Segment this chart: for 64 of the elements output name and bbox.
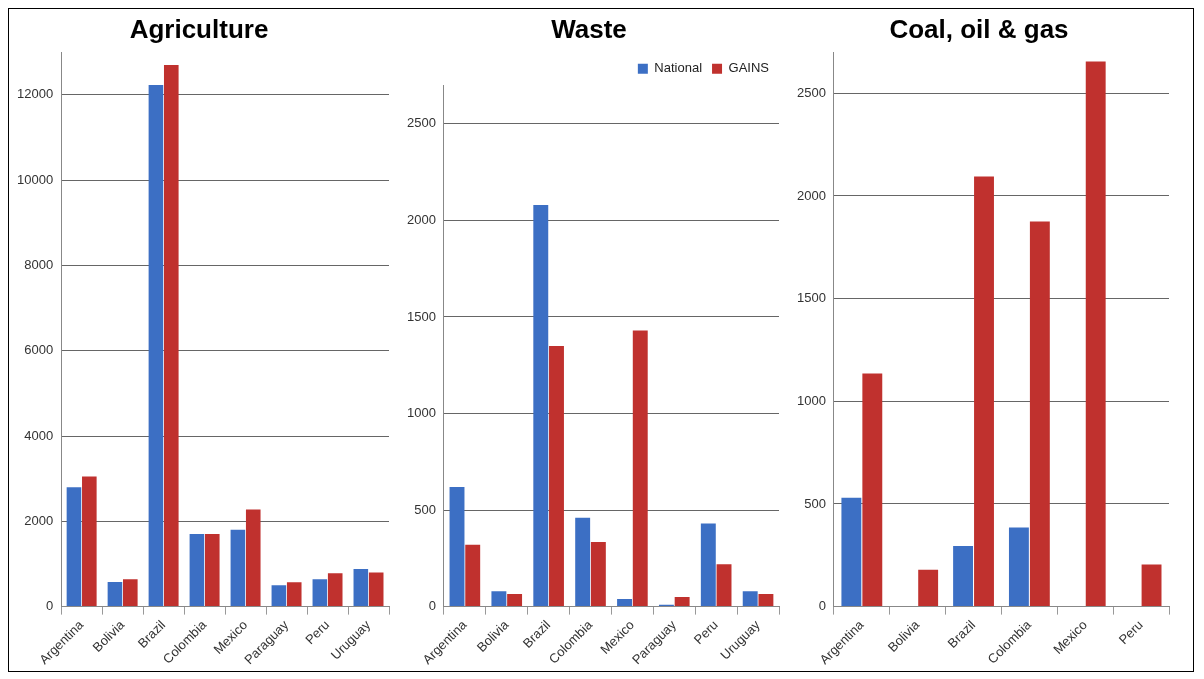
bar (1008, 527, 1029, 607)
bar (1029, 221, 1050, 607)
bar (918, 569, 939, 607)
y-tick-label: 1000 (407, 405, 436, 421)
bar (286, 582, 302, 607)
bar (491, 591, 507, 607)
bar (327, 573, 343, 607)
bar (368, 572, 384, 607)
y-tick-label: 500 (804, 495, 826, 511)
bar (189, 534, 205, 607)
bar (758, 594, 774, 607)
bar (533, 204, 549, 607)
bar (449, 486, 465, 607)
bar (974, 176, 994, 607)
bar (271, 585, 287, 607)
y-tick-label: 0 (428, 598, 436, 614)
y-tick-label: 0 (45, 598, 54, 614)
bar (841, 497, 862, 607)
bar (575, 517, 591, 607)
bar (953, 546, 974, 607)
bar (590, 541, 606, 607)
chart-title: Waste (551, 13, 627, 44)
y-tick-label: 2500 (797, 84, 826, 100)
y-tick-label: 2500 (407, 115, 436, 131)
y-tick-label: 500 (414, 501, 436, 517)
y-tick-label: 8000 (24, 257, 54, 273)
bar (1141, 564, 1162, 607)
bar (862, 373, 883, 607)
legend-label: GAINS (728, 60, 770, 76)
y-tick-label: 2000 (407, 211, 436, 227)
bar (1085, 61, 1106, 607)
y-tick-label: 1500 (797, 290, 826, 306)
bar (742, 591, 758, 607)
bar (163, 64, 179, 607)
bar (617, 598, 633, 607)
bar (312, 579, 328, 607)
bar (107, 581, 123, 607)
bar (507, 594, 523, 607)
bar (716, 564, 732, 607)
chart-title: Agriculture (129, 13, 269, 44)
bar (148, 85, 164, 607)
y-tick-label: 1500 (407, 308, 436, 324)
bar (123, 579, 138, 607)
legend-label: National (654, 60, 703, 76)
bar (204, 534, 220, 607)
bar (549, 345, 564, 607)
bar (465, 544, 481, 607)
bar (245, 509, 261, 607)
y-tick-label: 1000 (797, 392, 826, 408)
y-tick-label: 2000 (24, 512, 54, 528)
bar (353, 569, 369, 607)
bar (82, 476, 97, 607)
y-tick-label: 12000 (16, 86, 54, 102)
y-tick-label: 2000 (797, 187, 826, 203)
chart-title: Coal, oil & gas (889, 13, 1069, 44)
bar (674, 596, 690, 607)
bar (700, 523, 716, 607)
y-tick-label: 6000 (24, 342, 54, 358)
y-tick-label: 4000 (24, 427, 54, 443)
bar (66, 487, 82, 607)
bar (632, 330, 648, 607)
y-tick-label: 10000 (16, 171, 54, 187)
bar (230, 529, 246, 607)
y-tick-label: 0 (818, 598, 826, 614)
